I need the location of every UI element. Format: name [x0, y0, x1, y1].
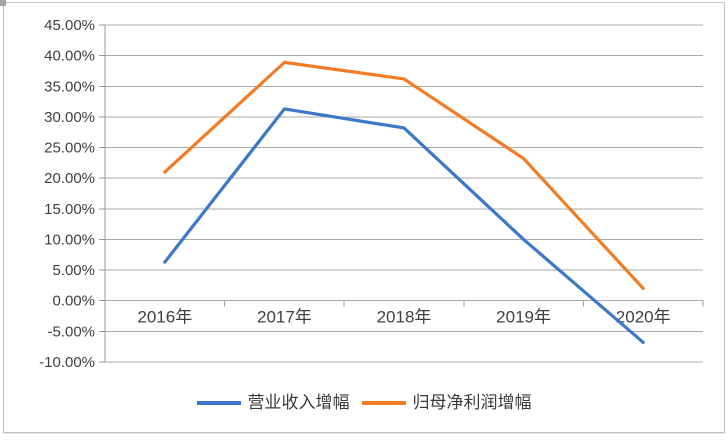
- corner-handle-icon: [0, 0, 6, 6]
- svg-text:0.00%: 0.00%: [52, 293, 95, 310]
- svg-text:35.00%: 35.00%: [44, 78, 95, 95]
- legend-line-sample-blue: [196, 401, 241, 405]
- svg-text:5.00%: 5.00%: [52, 262, 95, 279]
- svg-text:2018年: 2018年: [377, 308, 432, 327]
- svg-text:15.00%: 15.00%: [44, 201, 95, 218]
- legend-label: 归母净利润增幅: [412, 393, 532, 412]
- legend: 营业收入增幅 归母净利润增幅: [0, 393, 728, 413]
- svg-text:2020年: 2020年: [616, 308, 671, 327]
- legend-item-net-profit-growth: 归母净利润增幅: [361, 393, 532, 413]
- svg-text:20.00%: 20.00%: [44, 170, 95, 187]
- svg-text:2016年: 2016年: [137, 308, 192, 327]
- legend-line-sample-orange: [361, 401, 406, 405]
- svg-text:25.00%: 25.00%: [44, 140, 95, 157]
- svg-text:45.00%: 45.00%: [44, 17, 95, 34]
- svg-text:10.00%: 10.00%: [44, 231, 95, 248]
- svg-text:2017年: 2017年: [257, 308, 312, 327]
- legend-item-revenue-growth: 营业收入增幅: [196, 393, 350, 413]
- svg-text:2019年: 2019年: [496, 308, 551, 327]
- svg-text:40.00%: 40.00%: [44, 48, 95, 65]
- legend-label: 营业收入增幅: [247, 393, 350, 412]
- svg-text:-5.00%: -5.00%: [47, 323, 95, 340]
- svg-text:-10.00%: -10.00%: [39, 354, 95, 371]
- svg-text:30.00%: 30.00%: [44, 109, 95, 126]
